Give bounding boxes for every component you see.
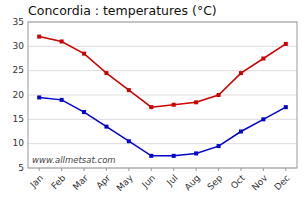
x-tick: [173, 168, 174, 171]
point-marker: [284, 42, 288, 46]
grid-line: [28, 119, 297, 120]
point-marker: [261, 57, 265, 61]
point-marker: [127, 88, 131, 92]
y-tick-label: 15: [13, 114, 24, 124]
x-tick-label: Nov: [250, 172, 270, 192]
point-marker: [127, 139, 131, 143]
point-marker: [37, 35, 41, 39]
x-tick: [106, 168, 107, 171]
point-marker: [149, 154, 153, 158]
x-tick-label: Apr: [94, 173, 112, 191]
x-tick: [61, 168, 62, 171]
point-marker: [104, 71, 108, 75]
point-marker: [194, 151, 198, 155]
x-tick: [263, 168, 264, 171]
x-tick: [285, 168, 286, 171]
point-marker: [149, 105, 153, 109]
x-tick-label: Mar: [71, 173, 90, 192]
grid-line: [28, 46, 297, 47]
series-line: [39, 37, 286, 108]
point-marker: [284, 105, 288, 109]
chart-container: 5 10 15 20 25 30 35 JanFebMarAprMayJun Jul AugSep…: [0, 0, 305, 200]
y-tick-label: 25: [13, 65, 24, 75]
x-tick-label: Jul: [164, 173, 179, 188]
point-marker: [239, 71, 243, 75]
x-tick: [218, 168, 219, 171]
point-marker: [217, 93, 221, 97]
point-marker: [194, 100, 198, 104]
x-tick-label: Aug: [183, 173, 203, 193]
y-tick-label: 35: [13, 17, 24, 27]
point-marker: [60, 39, 64, 43]
x-tick: [128, 168, 129, 171]
grid-line: [28, 70, 297, 71]
point-marker: [82, 110, 86, 114]
point-marker: [217, 144, 221, 148]
x-tick-label: Feb: [49, 173, 68, 192]
y-tick-label: 5: [18, 163, 24, 173]
y-tick-label: 30: [13, 41, 25, 51]
x-tick-label: Dec: [272, 173, 291, 192]
x-tick: [240, 168, 241, 171]
plot-frame: [28, 22, 297, 168]
point-marker: [104, 125, 108, 129]
x-tick: [84, 168, 85, 171]
x-tick: [196, 168, 197, 171]
x-tick-label: May: [115, 172, 136, 193]
x-tick-label: Sep: [205, 173, 224, 192]
point-marker: [37, 95, 41, 99]
x-tick-label: Jan: [28, 173, 46, 191]
series-line: [39, 97, 286, 155]
x-tick: [39, 168, 40, 171]
data-group: [37, 35, 288, 158]
point-marker: [172, 103, 176, 107]
x-tick-label: Jun: [140, 173, 158, 191]
x-tick-label: Oct: [229, 173, 247, 191]
grid: [28, 22, 297, 168]
grid-line: [28, 143, 297, 144]
watermark: www.allmetsat.com: [32, 155, 116, 165]
y-tick-label: 10: [13, 138, 25, 148]
point-marker: [261, 117, 265, 121]
point-marker: [60, 98, 64, 102]
point-marker: [239, 130, 243, 134]
chart-title: Concordia : temperatures (°C): [28, 3, 217, 18]
y-tick-label: 20: [13, 90, 25, 100]
grid-line: [28, 95, 297, 96]
point-marker: [172, 154, 176, 158]
point-marker: [82, 52, 86, 56]
chart-svg: 5 10 15 20 25 30 35 JanFebMarAprMayJun Jul AugSep…: [0, 0, 305, 200]
x-tick: [151, 168, 152, 171]
